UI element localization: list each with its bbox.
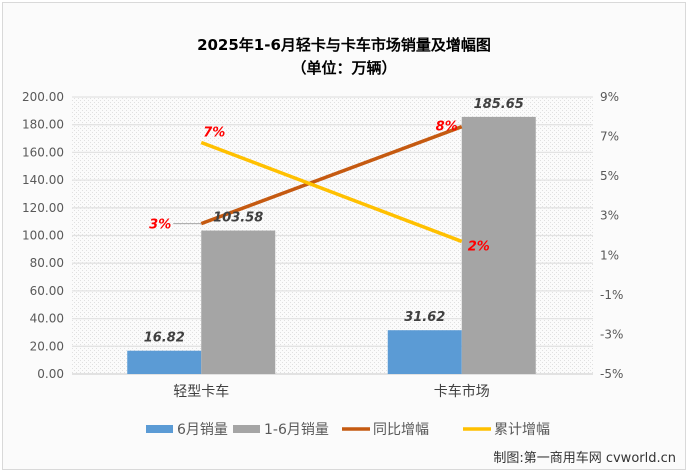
y2-tick-label: -5% xyxy=(600,367,623,381)
legend-label: 同比增幅 xyxy=(373,422,429,438)
line-data-label: 7% xyxy=(203,126,225,141)
y-tick-label: 120.00 xyxy=(22,201,64,215)
y2-tick-label: -3% xyxy=(600,327,623,341)
series-line xyxy=(200,140,463,244)
credit-text: 制图:第一商用车网 cvworld.cn xyxy=(493,450,676,466)
chart-subtitle: （单位：万辆） xyxy=(291,59,396,77)
y-tick-label: 80.00 xyxy=(30,256,64,270)
x-category-label: 卡车市场 xyxy=(434,383,490,400)
y-tick-label: 40.00 xyxy=(30,312,64,326)
legend-swatch xyxy=(146,425,173,433)
bar-data-label: 185.65 xyxy=(474,97,524,112)
bar xyxy=(387,330,462,374)
y-tick-label: 180.00 xyxy=(22,118,64,132)
y-tick-label: 140.00 xyxy=(22,173,64,187)
y2-tick-label: 7% xyxy=(600,130,619,144)
line-data-label: 8% xyxy=(436,120,458,135)
legend-label: 累计增幅 xyxy=(494,422,550,438)
bar-data-label: 31.62 xyxy=(404,310,445,325)
y2-tick-label: 5% xyxy=(600,169,619,183)
y-tick-label: 100.00 xyxy=(22,229,64,243)
y-tick-label: 0.00 xyxy=(37,367,64,381)
bar xyxy=(127,350,202,374)
bar xyxy=(461,116,536,374)
line-data-label: 2% xyxy=(468,239,490,254)
series-line xyxy=(200,125,463,226)
line-data-label: 3% xyxy=(149,218,171,233)
x-category-label: 轻型卡车 xyxy=(173,383,229,400)
bar xyxy=(201,230,276,374)
y2-tick-label: 1% xyxy=(600,248,619,262)
legend-label: 1-6月销量 xyxy=(264,422,329,438)
y-tick-label: 20.00 xyxy=(30,339,64,353)
y2-tick-label: 3% xyxy=(600,209,619,223)
y2-tick-label: -1% xyxy=(600,288,623,302)
legend-label: 6月销量 xyxy=(177,422,228,438)
bar-data-label: 16.82 xyxy=(144,331,185,346)
y-tick-label: 200.00 xyxy=(22,90,64,104)
y-tick-label: 60.00 xyxy=(30,284,64,298)
bar-data-label: 103.58 xyxy=(213,211,263,226)
y-tick-label: 160.00 xyxy=(22,145,64,159)
chart-title: 2025年1-6月轻卡与卡车市场销量及增幅图 xyxy=(197,36,491,54)
y2-tick-label: 9% xyxy=(600,90,619,104)
legend-swatch xyxy=(233,425,260,433)
